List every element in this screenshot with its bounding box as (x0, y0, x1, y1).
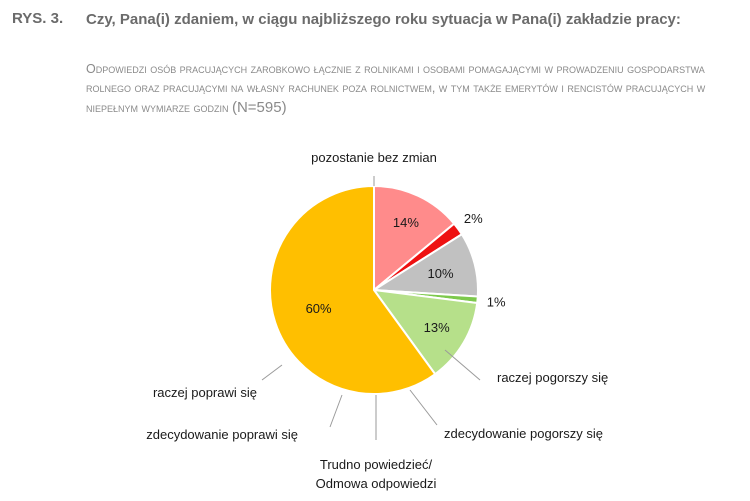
leader-line (261, 364, 283, 381)
slice-category-label: Trudno powiedzieć/Odmowa odpowiedzi (316, 457, 437, 491)
slice-category-label: raczej pogorszy się (497, 370, 608, 385)
pie-slice (269, 184, 437, 395)
slice-percent-label: 14% (393, 215, 419, 230)
slice-category-label: zdecydowanie poprawi się (146, 427, 298, 442)
slice-category-label: raczej poprawi się (153, 385, 257, 400)
figure-label: RYS. 3. (12, 10, 64, 27)
slice-percent-label: 10% (427, 266, 453, 281)
figure-subtitle: Odpowiedzi osób pracujących zarobkowo łą… (86, 60, 736, 118)
figure-subtitle-text: Odpowiedzi osób pracujących zarobkowo łą… (86, 62, 706, 115)
slice-percent-label: 60% (306, 301, 332, 316)
pie-slice (371, 288, 479, 376)
slice-category-label: zdecydowanie pogorszy się (444, 426, 603, 441)
leader-line (444, 349, 481, 381)
sample-size: (N=595) (231, 99, 287, 116)
figure-title: Czy, Pana(i) zdaniem, w ciągu najbliższe… (86, 11, 681, 28)
percent-labels: 14% 2% 10% 1% 13% 60% (306, 211, 506, 335)
pie-slices (269, 184, 479, 395)
leader-line (329, 394, 343, 428)
category-labels: raczej pogorszy się zdecydowanie pogorszy… (146, 150, 608, 491)
slice-category-label: pozostanie bez zmian (311, 150, 437, 165)
leader-lines (261, 176, 481, 440)
slice-percent-label: 1% (487, 295, 506, 310)
slice-percent-label: 2% (464, 211, 483, 226)
slice-percent-label: 13% (424, 320, 450, 335)
pie-slice (373, 184, 456, 293)
leader-line (409, 389, 438, 426)
